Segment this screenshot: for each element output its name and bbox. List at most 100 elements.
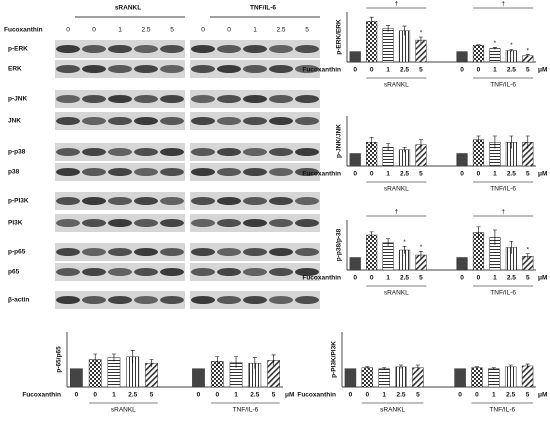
- group-label: TNF/IL-6: [233, 407, 259, 414]
- blot-band: [160, 117, 184, 125]
- blot-row-label: PI3K: [8, 220, 23, 227]
- blot-band: [295, 168, 319, 176]
- blot-band: [160, 219, 184, 227]
- dose-label: 1: [253, 27, 257, 34]
- blot-band: [217, 148, 241, 156]
- group-label: sRANKL: [384, 186, 409, 193]
- x-tick-label: 0: [370, 275, 374, 282]
- x-tick-label: 0: [460, 171, 464, 178]
- bracket-label: †: [501, 209, 505, 216]
- blot-band: [134, 65, 158, 73]
- blot-band: [243, 197, 267, 205]
- x-axis-label: Fucoxanthin: [302, 275, 341, 282]
- unit-label: μM: [538, 275, 547, 282]
- blot-band: [82, 197, 106, 205]
- blot-band: [295, 45, 319, 53]
- blot-band: [56, 248, 80, 256]
- bar: [521, 365, 534, 388]
- bar: [471, 367, 483, 388]
- blot-band: [217, 219, 241, 227]
- x-tick-label: 0: [370, 171, 374, 178]
- bar: [472, 45, 485, 63]
- x-tick-label: 0: [197, 392, 201, 399]
- dose-label: 5: [305, 27, 309, 34]
- blot-band: [243, 268, 267, 276]
- group-label: sRANKL: [111, 407, 136, 414]
- error-bar: [402, 245, 407, 254]
- blot-band: [243, 117, 267, 125]
- blot-band: [82, 117, 106, 125]
- blot-band: [82, 45, 106, 53]
- significance-marker: *: [527, 246, 530, 253]
- blot-band: [269, 197, 293, 205]
- x-tick-label: 1: [234, 392, 238, 399]
- blot-band: [56, 268, 80, 276]
- group-label: TNF/IL-6: [490, 290, 516, 297]
- unit-label: μM: [538, 171, 547, 178]
- error-bar: [369, 16, 374, 26]
- dose-label: 5: [170, 27, 174, 34]
- error-bar: [111, 353, 116, 362]
- group-label: TNF/IL-6: [489, 407, 515, 414]
- error-bar: [474, 366, 479, 369]
- x-tick-label: 1: [382, 392, 386, 399]
- x-tick-label: 5: [526, 392, 530, 399]
- error-bar: [525, 54, 530, 57]
- error-bar: [491, 367, 496, 370]
- blot-band: [191, 197, 215, 205]
- x-tick-label: 5: [272, 392, 276, 399]
- x-axis-label: Fucoxanthin: [302, 67, 341, 74]
- blot-band: [56, 65, 80, 73]
- error-bar: [492, 135, 497, 149]
- blot-band: [295, 148, 319, 156]
- blot-band: [269, 268, 293, 276]
- bar: [349, 153, 361, 167]
- blot-band: [217, 268, 241, 276]
- dose-label: 1: [118, 27, 122, 34]
- blot-band: [56, 148, 80, 156]
- error-bar: [386, 238, 391, 247]
- significance-marker: *: [420, 244, 423, 251]
- blot-row-label: JNK: [8, 118, 21, 125]
- blot-band: [243, 65, 267, 73]
- bar: [472, 139, 485, 167]
- x-tick-label: 1: [386, 275, 390, 282]
- blot-band: [160, 248, 184, 256]
- blot-band: [82, 268, 106, 276]
- blot-band: [217, 65, 241, 73]
- group-label: sRANKL: [384, 82, 409, 89]
- dose-label: 0: [201, 27, 205, 34]
- blot-band: [108, 168, 132, 176]
- blot-band: [217, 197, 241, 205]
- blot-row-label: p-ERK: [8, 46, 28, 53]
- x-tick-label: 2.5: [507, 67, 516, 74]
- x-tick-label: 0: [353, 171, 357, 178]
- blot-band: [160, 296, 184, 304]
- group-label: sRANKL: [380, 407, 405, 414]
- x-axis-label: Fucoxanthin: [297, 392, 336, 399]
- dose-label: 0: [227, 27, 231, 34]
- blot-band: [160, 95, 184, 103]
- blot-band: [134, 219, 158, 227]
- x-tick-label: 0: [93, 392, 97, 399]
- bar: [415, 39, 427, 63]
- blot-band: [269, 219, 293, 227]
- x-tick-label: 1: [493, 67, 497, 74]
- blot-band: [243, 296, 267, 304]
- blot-band: [160, 45, 184, 53]
- blot-band: [108, 219, 132, 227]
- bar: [70, 368, 83, 388]
- x-tick-label: 0: [460, 275, 464, 282]
- error-bar: [386, 25, 391, 32]
- x-tick-label: 1: [493, 275, 497, 282]
- error-bar: [130, 350, 135, 364]
- significance-marker: *: [403, 239, 406, 246]
- blot-row-label: p-PI3K: [8, 198, 29, 205]
- x-tick-label: 0: [349, 392, 353, 399]
- error-bar: [492, 229, 497, 245]
- unit-label: μM: [538, 67, 547, 74]
- x-tick-label: 0: [215, 392, 219, 399]
- error-bar: [509, 240, 514, 254]
- bar: [366, 21, 378, 63]
